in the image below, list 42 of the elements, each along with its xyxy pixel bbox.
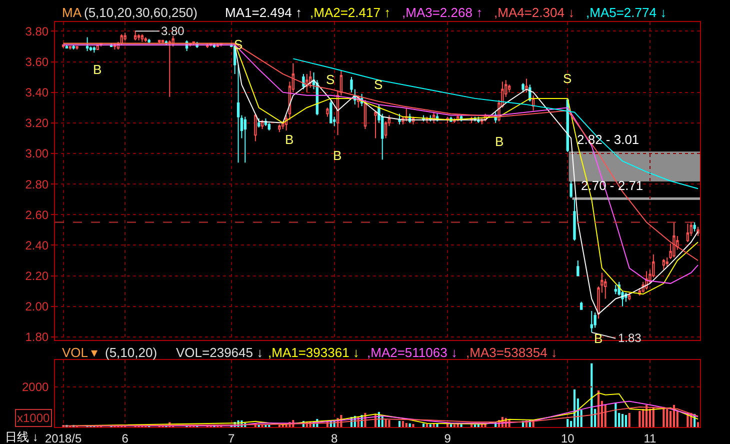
y-tick-label: 3.80 [25,24,49,38]
text: ,MA4=2.304 ↓ [494,5,575,20]
x-tick-label: 10 [560,431,575,444]
y-tick-label: 3.40 [25,86,49,100]
annotation: S [374,77,383,92]
text: VOL=239645 ↓ [176,345,264,360]
annotation: B [93,62,102,77]
x-axis-title: 日线 ↓ [5,430,38,444]
text: ,MA1=393361 ↓ [268,345,360,360]
text: ,MA3=2.268 ↑ [402,5,483,20]
x-tick-label: 9 [444,431,452,444]
y-tick-label: 3.00 [25,146,49,161]
text: ,MA2=511063 ↓ [367,345,458,360]
x-tick-label: 6 [122,431,129,444]
text: 2000 [22,380,50,394]
annotation: S [326,72,335,87]
y-tick-label: 2.40 [25,238,49,252]
text: MA1=2.494 ↑ [225,5,302,20]
annotation: 3.80 [161,24,185,38]
x-tick-label: 2018/5 [44,431,82,444]
text: ,MA3=538354 ↓ [466,345,558,360]
y-tick-label: 2.20 [25,268,49,283]
text: ,MA2=2.417 ↑ [310,5,391,20]
annotation: S [563,71,572,86]
x-tick-label: 8 [330,431,338,444]
text: ,MA5=2.774 ↓ [586,5,667,20]
text: MA [62,5,82,20]
y-tick-label: 1.80 [25,330,49,344]
y-tick-label: 3.20 [25,116,49,130]
x-tick-label: 7 [228,431,236,444]
annotation: B [285,132,294,147]
y-tick-label: 2.80 [25,177,49,192]
y-tick-label: 2.60 [25,208,49,222]
text: (5,10,20) [105,345,158,360]
text: VOL ▾ [62,345,98,360]
annotation: B [333,148,342,163]
y-tick-label: 3.60 [25,54,49,69]
x-tick-label: 11 [644,431,657,444]
text: (5,10,20,30,60,250) [84,5,198,20]
y-tick-label: 2.00 [25,300,49,314]
y-axis-title: x1000 [17,411,50,425]
annotation: B [495,134,504,149]
